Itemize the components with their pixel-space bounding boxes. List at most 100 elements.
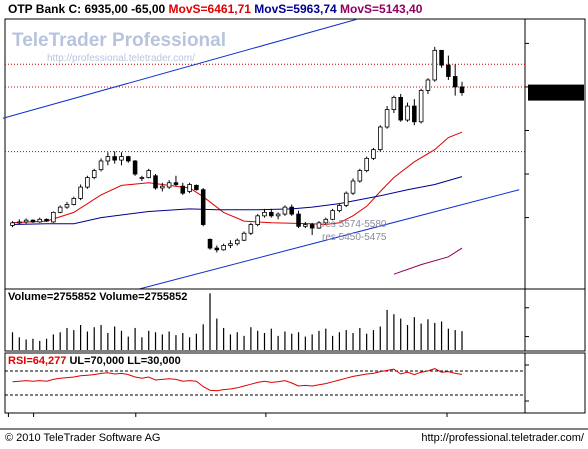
candle <box>241 231 247 242</box>
candle <box>153 174 158 190</box>
candle-body <box>296 213 301 227</box>
footer-url[interactable]: http://professional.teletrader.com/ <box>421 432 584 444</box>
candle-body <box>91 170 97 178</box>
candle-body <box>44 218 49 222</box>
candle-body <box>303 224 308 227</box>
candle <box>275 212 281 220</box>
rsi-header: RSI=64,277 UL=70,000 LL=30,000 <box>8 355 181 367</box>
candle-body <box>85 177 90 188</box>
candle-body <box>398 96 403 121</box>
candle <box>194 184 199 191</box>
candle-body <box>160 185 165 189</box>
candle <box>269 208 274 218</box>
candle-body <box>418 90 424 123</box>
candle-body <box>10 222 15 226</box>
movs-2-label: MovS=5963,74 <box>254 2 337 16</box>
candle-body <box>364 157 369 171</box>
candle-body <box>139 177 145 179</box>
candle <box>418 88 424 124</box>
candle-body <box>405 105 410 121</box>
rsi-line <box>12 368 463 392</box>
candle <box>187 182 192 194</box>
candle <box>316 221 322 229</box>
candle-body <box>57 206 63 213</box>
candle-body <box>384 109 390 128</box>
volume-header: Volume=2755852 Volume=2755852 <box>8 291 187 303</box>
moving-average-1 <box>12 131 463 226</box>
candle <box>412 99 417 126</box>
candle <box>330 208 335 221</box>
candle-body <box>228 243 233 246</box>
candle-body <box>323 218 329 224</box>
candle <box>357 168 363 183</box>
rsi-ll-label: LL=30,000 <box>127 355 181 367</box>
moving-average-3 <box>393 247 463 275</box>
candle <box>200 187 206 227</box>
candle-body <box>146 170 151 178</box>
moving-average-2 <box>12 176 463 225</box>
candle-body <box>439 49 444 66</box>
candle <box>309 222 315 235</box>
watermark-url: http://professional.teletrader.com/ <box>47 53 195 64</box>
candle-body <box>309 224 315 229</box>
candle-body <box>23 219 29 223</box>
candle-body <box>371 149 376 159</box>
candle <box>85 175 90 189</box>
candle <box>146 168 151 179</box>
candle-body <box>432 49 438 81</box>
candle <box>180 182 186 195</box>
candle-body <box>51 211 56 223</box>
volume-panel <box>4 288 586 352</box>
candle <box>51 211 56 223</box>
candle <box>234 238 240 246</box>
candle <box>377 125 383 152</box>
candle-body <box>459 86 465 93</box>
candle-body <box>343 192 349 206</box>
candle <box>343 191 349 208</box>
candle <box>207 238 213 250</box>
footer-copyright: © 2010 TeleTrader Software AG <box>5 432 161 444</box>
volume-label-2: Volume=2755852 <box>99 291 188 303</box>
candle <box>323 217 329 225</box>
trendline-1 <box>139 189 520 290</box>
candle <box>173 175 179 187</box>
watermark-title: TeleTrader Professional <box>12 30 226 51</box>
candle-body <box>37 218 43 223</box>
candle-body <box>241 232 247 241</box>
candle-body <box>248 224 254 234</box>
candle-body <box>98 160 104 171</box>
candle-body <box>194 184 199 191</box>
candle <box>364 156 369 173</box>
candle <box>91 168 97 180</box>
candle-body <box>275 213 281 217</box>
candle <box>214 245 220 253</box>
candle-body <box>452 76 458 88</box>
candle-body <box>17 221 22 224</box>
candle <box>255 214 260 227</box>
candle-body <box>350 180 356 194</box>
candle <box>248 222 254 235</box>
x-axis <box>7 413 448 417</box>
candle <box>439 49 444 68</box>
candle <box>17 219 22 225</box>
candle-body <box>126 156 131 162</box>
candle <box>98 158 104 172</box>
movs-1-label: MovS=6461,71 <box>168 2 251 16</box>
candle-body <box>262 211 267 217</box>
candle-body <box>132 160 138 175</box>
candle-body <box>391 96 397 110</box>
candle-body <box>173 182 179 185</box>
candle <box>289 204 295 216</box>
candle <box>160 182 165 192</box>
candle-body <box>412 105 417 123</box>
candle-body <box>282 206 288 215</box>
annotation-res-1: res 5574-5580 <box>322 219 387 230</box>
candle <box>384 106 390 129</box>
annotation-res-2: res 5450-5475 <box>322 232 387 243</box>
candle-body <box>78 186 83 199</box>
rsi-panel <box>4 352 586 414</box>
candle-body <box>357 170 363 182</box>
candle <box>398 93 403 122</box>
candle-body <box>187 184 192 192</box>
candle <box>126 155 131 163</box>
